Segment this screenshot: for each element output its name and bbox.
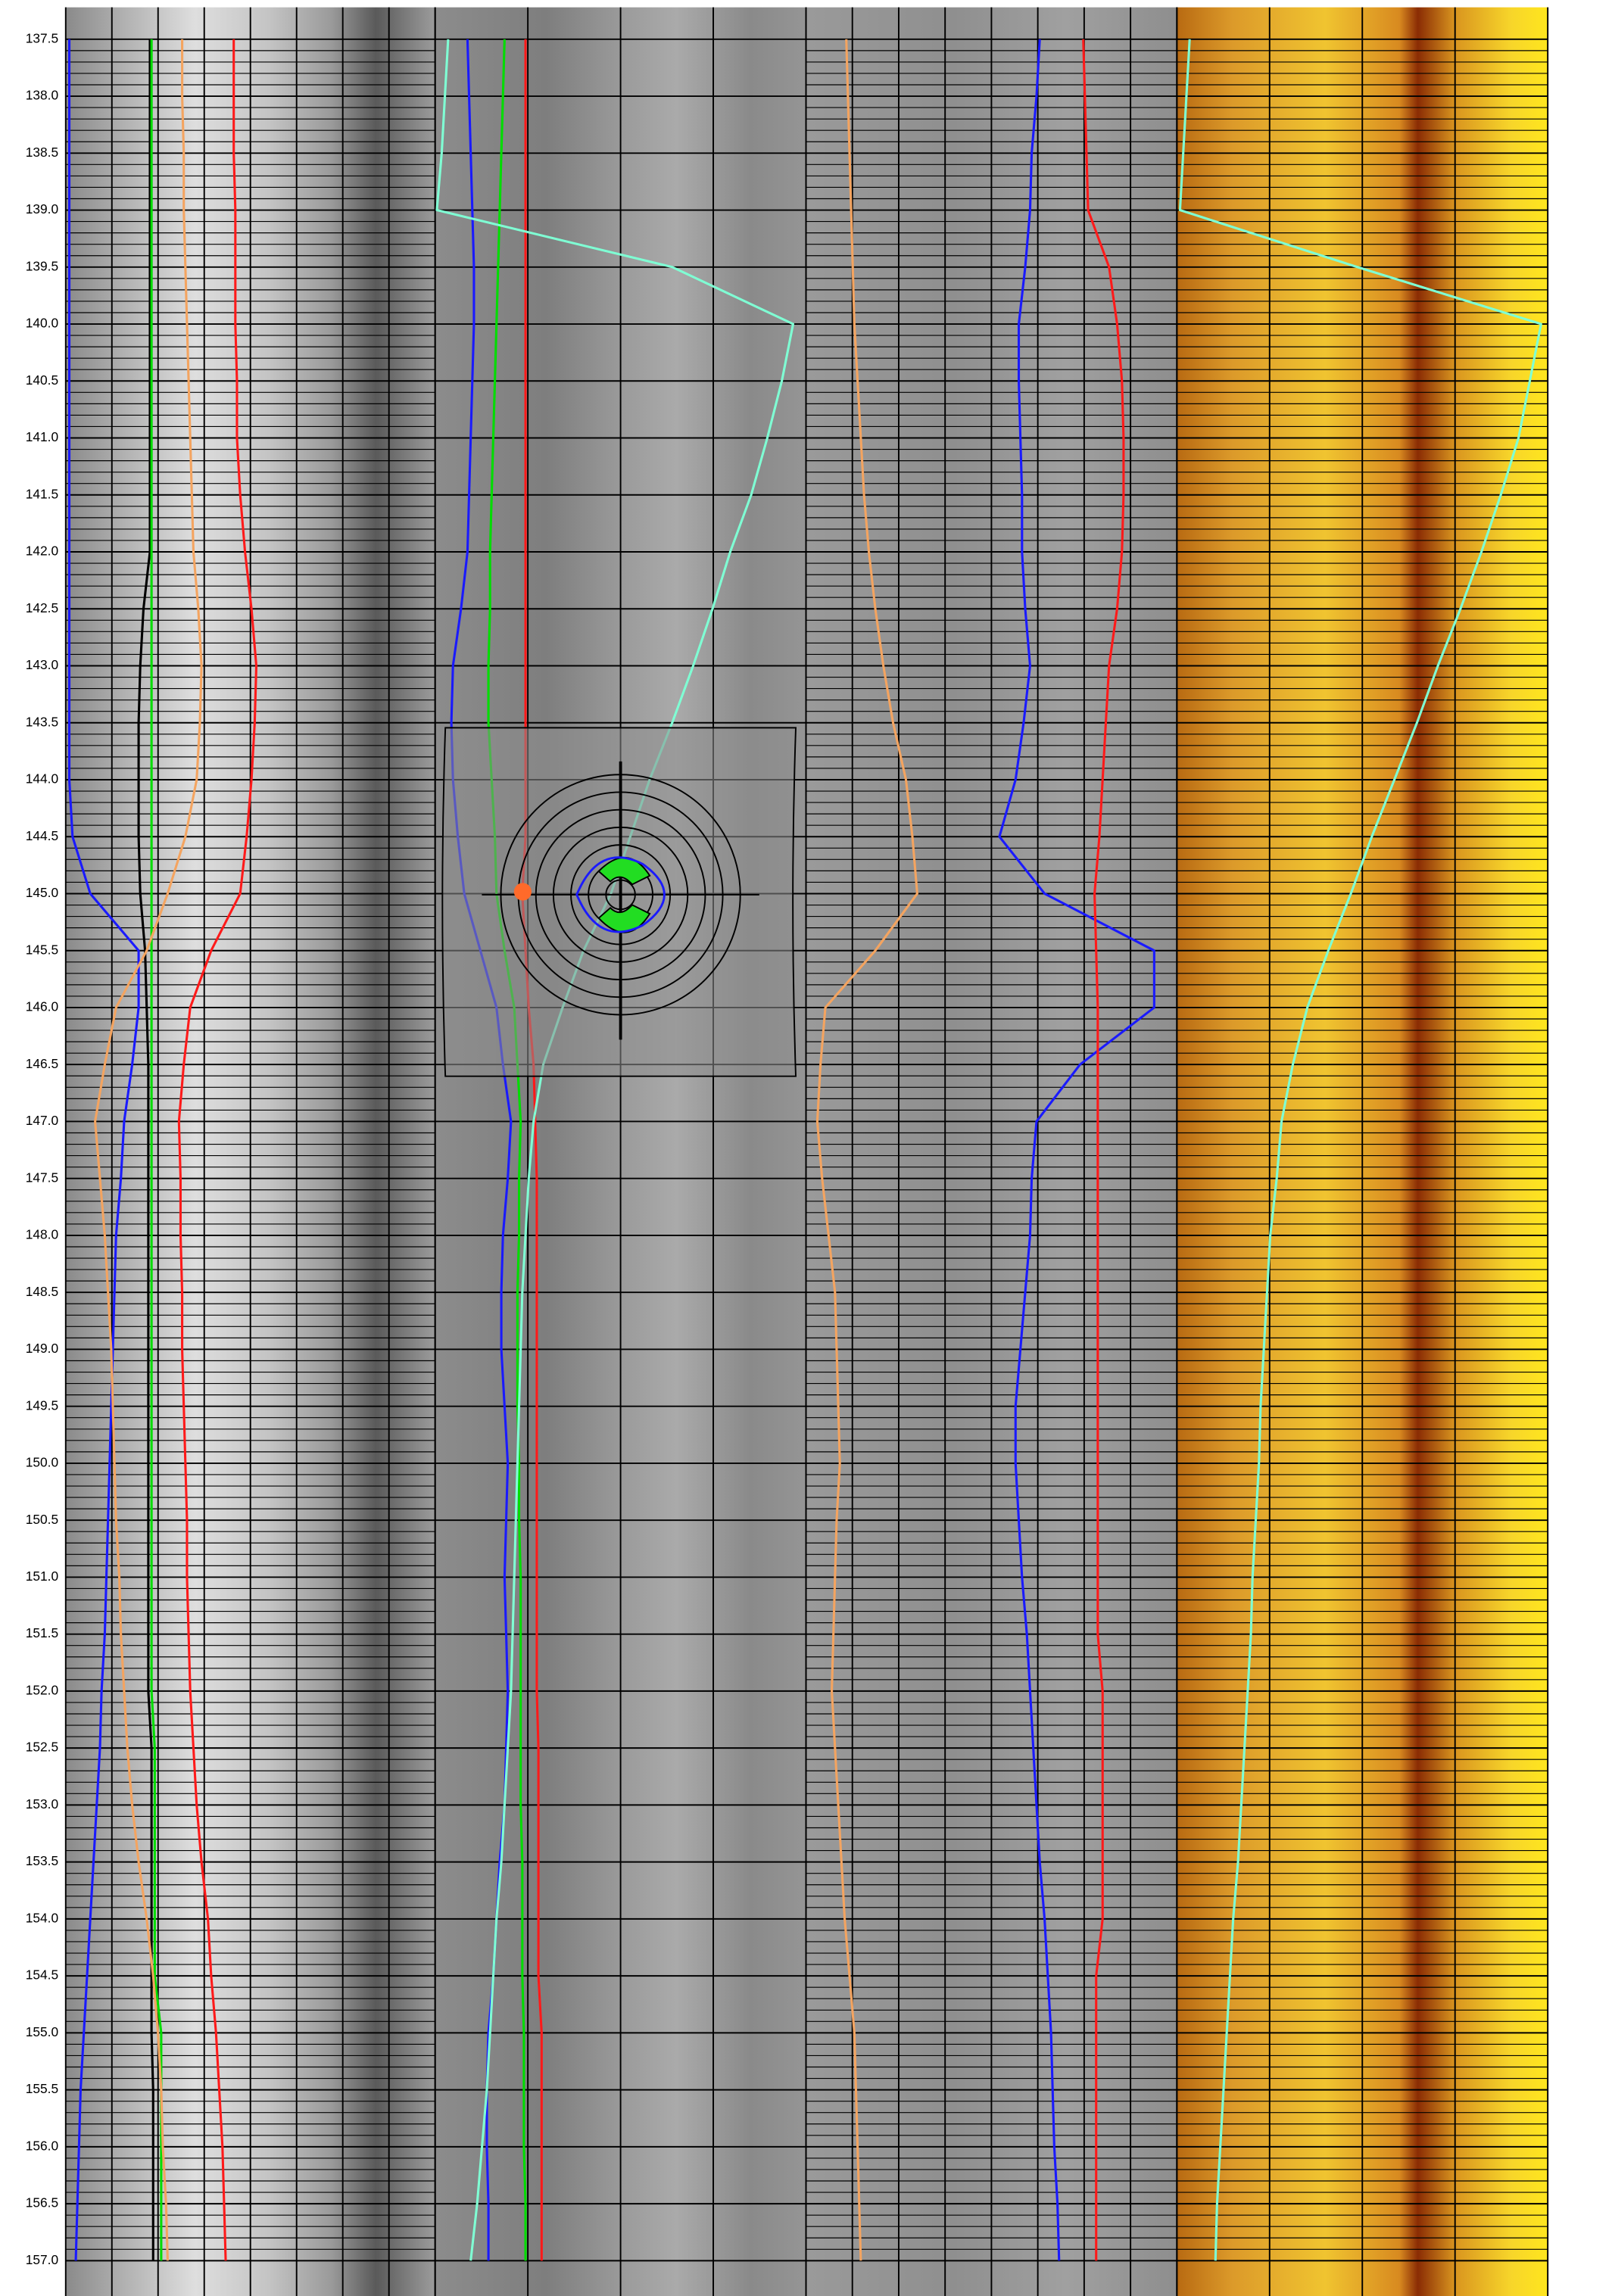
log-curve — [521, 39, 543, 2261]
y-tick-label: 147.5 — [26, 1170, 58, 1185]
y-tick-label: 146.5 — [26, 1056, 58, 1071]
y-tick-label: 157.0 — [26, 2252, 58, 2267]
log-curve — [137, 39, 154, 2261]
y-tick-label: 143.0 — [26, 657, 58, 672]
y-tick-label: 152.5 — [26, 1740, 58, 1755]
y-tick-label: 155.5 — [26, 2081, 58, 2096]
y-tick-label: 144.0 — [26, 771, 58, 787]
polar-ring — [500, 774, 741, 1016]
log-curve — [435, 39, 795, 2261]
horizontal-grid — [65, 38, 1548, 2262]
y-tick-label: 154.0 — [26, 1910, 58, 1925]
y-tick-label: 154.5 — [26, 1967, 58, 1983]
y-tick-label: 142.5 — [26, 600, 58, 615]
y-tick-label: 139.5 — [26, 258, 58, 273]
y-tick-label: 147.0 — [26, 1113, 58, 1128]
log-curve — [1082, 39, 1125, 2261]
polar-ring — [535, 808, 706, 981]
polar-lobe — [597, 857, 651, 886]
y-tick-label: 146.0 — [26, 999, 58, 1014]
y-tick-label: 148.5 — [26, 1284, 58, 1299]
log-curve — [94, 39, 203, 2261]
y-tick-label: 151.0 — [26, 1569, 58, 1584]
polar-ring — [570, 844, 672, 946]
y-tick-label: 141.5 — [26, 486, 58, 501]
polar-marker — [513, 883, 532, 901]
log-curve — [177, 39, 258, 2261]
y-tick-label: 138.5 — [26, 145, 58, 160]
y-tick-label: 151.5 — [26, 1625, 58, 1640]
log-curve — [487, 39, 527, 2261]
curves — [68, 39, 1542, 2261]
y-tick-label: 150.5 — [26, 1512, 58, 1527]
y-tick-label: 142.0 — [26, 544, 58, 559]
y-tick-label: 143.5 — [26, 714, 58, 729]
y-tick-label: 156.0 — [26, 2138, 58, 2153]
log-curve — [1178, 39, 1542, 2261]
y-tick-label: 153.5 — [26, 1853, 58, 1868]
log-curve — [998, 39, 1155, 2261]
y-tick-label: 153.0 — [26, 1796, 58, 1812]
y-tick-label: 141.0 — [26, 429, 58, 444]
y-tick-label: 155.0 — [26, 2024, 58, 2039]
y-tick-label: 145.5 — [26, 942, 58, 957]
y-tick-label: 156.5 — [26, 2195, 58, 2210]
log-curve — [68, 39, 140, 2261]
log-curve — [815, 39, 918, 2261]
y-tick-label: 139.0 — [26, 201, 58, 217]
y-tick-label: 149.0 — [26, 1341, 58, 1356]
y-tick-label: 140.0 — [26, 316, 58, 331]
y-tick-label: 150.0 — [26, 1455, 58, 1470]
polar-plot — [441, 727, 797, 1077]
y-tick-label: 149.5 — [26, 1397, 58, 1413]
polar-ring — [605, 879, 636, 911]
polar-lobe — [597, 904, 651, 933]
polar-ring — [552, 826, 689, 963]
y-tick-label: 152.0 — [26, 1682, 58, 1697]
y-tick-label: 144.5 — [26, 828, 58, 843]
y-tick-label: 140.5 — [26, 372, 58, 388]
vertical-grid — [64, 7, 1549, 2296]
y-tick-label: 148.0 — [26, 1227, 58, 1242]
polar-curve — [575, 856, 666, 933]
log-curve — [150, 39, 163, 2261]
y-tick-label: 138.0 — [26, 88, 58, 103]
y-tick-label: 137.5 — [26, 30, 58, 45]
y-tick-label: 145.0 — [26, 885, 58, 900]
